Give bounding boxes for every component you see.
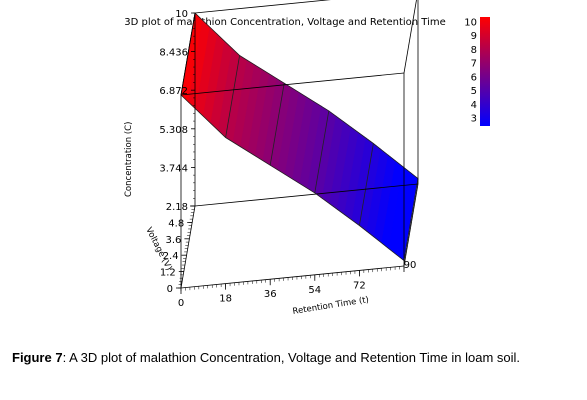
surface (180, 12, 419, 262)
x-tick-label: 18 (219, 294, 232, 305)
colorbar-ticks: 10 9 8 7 6 5 4 3 (464, 18, 477, 125)
y-tick-label: 4.8 (168, 218, 184, 229)
colorbar-tick-label: 9 (471, 31, 477, 42)
caption-text: : A 3D plot of malathion Concentration, … (62, 350, 521, 365)
z-axis-label: Concentration (C) (124, 122, 134, 197)
box-edge (180, 72, 405, 96)
y-tick-label: 0 (167, 284, 173, 295)
axes-box (180, 0, 419, 289)
y-tick-label: 2.4 (163, 251, 179, 262)
surface-edge (180, 94, 405, 261)
z-tick-label: 6.872 (159, 86, 188, 97)
colorbar-tick-label: 8 (471, 45, 477, 56)
colorbar-tick-label: 6 (471, 72, 477, 83)
colorbar-tick-label: 7 (471, 59, 477, 70)
box-edge (403, 183, 419, 267)
x-tick-label: 36 (264, 289, 277, 300)
surface-mesh-line (269, 83, 285, 166)
y-tick-label: 3.6 (165, 235, 181, 246)
chart-title: 3D plot of malathion Concentration, Volt… (124, 17, 446, 28)
x-tick-label: 0 (178, 298, 184, 309)
x-tick-label: 90 (404, 260, 417, 271)
box-edge (180, 12, 196, 96)
box-edge (403, 0, 417, 74)
z-tick-label: 8.436 (159, 48, 188, 59)
y-axis-label: Voltage (V) (143, 226, 173, 272)
x-tick-label: 54 (308, 285, 321, 296)
z-tick-label: 5.308 (159, 125, 188, 136)
surface-mesh-line (403, 178, 419, 261)
z-tick-label: 2.18 (166, 202, 188, 213)
colorbar (480, 17, 490, 126)
axis-ticks: 10 8.436 6.872 5.308 3.744 2.18 4.8 3.6 2.4 1.2 00… (159, 9, 416, 309)
z-tick-label: 10 (175, 9, 188, 20)
surface-chart: 3D plot of malathion Concentration, Volt… (124, 0, 490, 317)
surface-mesh-line (359, 143, 374, 226)
y-tick-label: 1.2 (160, 268, 176, 279)
colorbar-tick-label: 3 (471, 114, 477, 125)
colorbar-tick-label: 5 (471, 86, 477, 97)
surface-mesh-line (225, 55, 240, 138)
x-tick-label: 72 (353, 280, 366, 291)
box-edge (194, 183, 419, 207)
surface-mesh-line (314, 110, 330, 193)
box-edge (194, 0, 331, 14)
box-edge (180, 205, 196, 289)
colorbar-tick-label: 4 (471, 100, 477, 111)
caption-label: Figure 7 (12, 350, 63, 365)
z-tick-label: 3.744 (159, 163, 188, 174)
x-axis-label: Retention Time (t) (292, 295, 370, 317)
colorbar-tick-label: 10 (464, 18, 477, 29)
figure-caption: Figure 7: A 3D plot of malathion Concent… (12, 350, 568, 366)
surface-edge (194, 12, 419, 179)
